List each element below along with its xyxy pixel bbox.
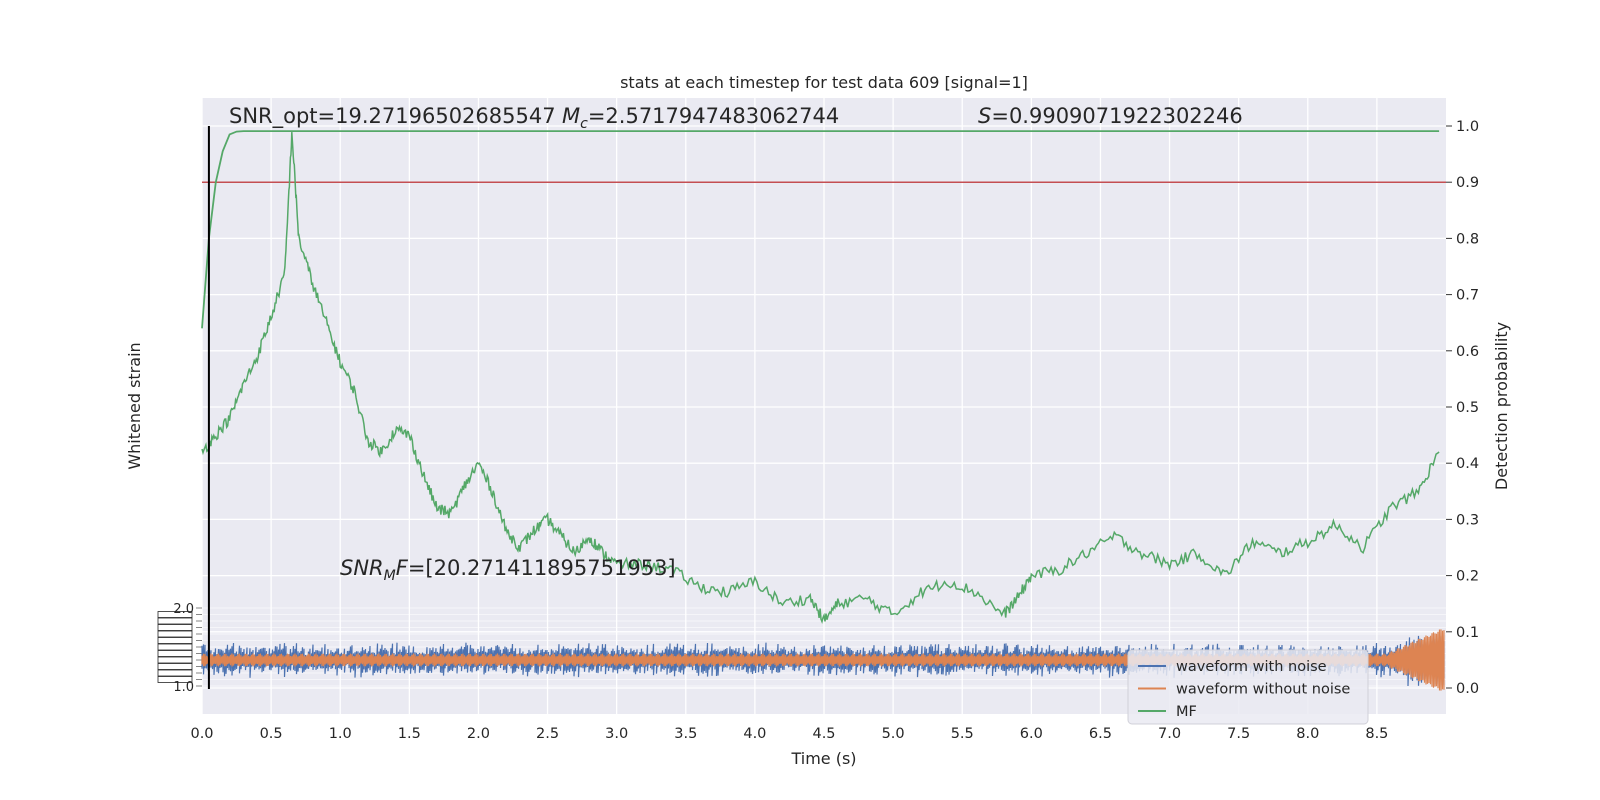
- strain-tick-label-overlap: [157, 669, 193, 677]
- chirp-mass-value: =2.5717947483062744: [588, 104, 839, 128]
- y-right-tick-label: 0.6: [1456, 344, 1479, 360]
- strain-tick-label-overlap: [157, 643, 193, 651]
- x-tick-label: 2.5: [536, 726, 559, 742]
- strain-tick-label-overlap: [157, 676, 193, 683]
- y-right-tick-label: 0.7: [1456, 288, 1479, 304]
- strain-tick-label-bottom: 1.0: [173, 680, 194, 695]
- x-tick-label: 0.5: [260, 726, 283, 742]
- detection-stat-value: =0.9909071922302246: [991, 104, 1242, 128]
- x-axis-label: Time (s): [790, 749, 856, 768]
- x-tick-label: 0.0: [190, 726, 213, 742]
- x-tick-label: 5.0: [882, 726, 905, 742]
- x-tick-label: 4.5: [812, 726, 835, 742]
- x-tick-label: 3.0: [605, 726, 628, 742]
- strain-tick-label-overlap: [157, 637, 193, 644]
- x-tick-label: 8.5: [1365, 726, 1388, 742]
- x-tick-label: 1.5: [398, 726, 421, 742]
- snr-opt-annotation: SNR_opt=19.27196502685547: [229, 104, 556, 129]
- y-left-axis-label: Whitened strain: [125, 342, 144, 469]
- y-right-tick-label: 0.9: [1456, 175, 1479, 191]
- x-tick-label: 5.5: [951, 726, 974, 742]
- chirp-mass-annotation: Mc=2.5717947483062744: [562, 104, 839, 132]
- y-right-axis-label: Detection probability: [1492, 322, 1511, 490]
- y-right-tick-label: 1.0: [1456, 119, 1479, 135]
- x-tick-label: 1.0: [329, 726, 352, 742]
- detection-stat-annotation: S=0.9909071922302246: [978, 104, 1243, 128]
- x-tick-label: 3.5: [674, 726, 697, 742]
- strain-tick-label-overlap: [157, 617, 193, 625]
- strain-tick-label-overlap: [157, 650, 193, 657]
- strain-tick-label-overlap: [157, 663, 193, 670]
- x-tick-label: 4.0: [743, 726, 766, 742]
- x-tick-label: 6.0: [1020, 726, 1043, 742]
- y-right-tick-label: 0.0: [1456, 681, 1479, 697]
- y-right-ticks: 0.0 0.1 0.2 0.3 0.4 0.5 0.6 0.7 0.8 0.9 1.0: [1446, 119, 1479, 697]
- x-ticks: 0.0 0.5 1.0 1.5 2.0 2.5 3.0 3.5 4.0 4.5 5.0 5.5 6.0 6…: [190, 726, 1388, 742]
- strain-tick-label-overlap: [157, 656, 193, 664]
- legend: waveform with noise waveform without nois…: [1127, 649, 1369, 725]
- legend-label: MF: [1176, 704, 1197, 720]
- strain-tick-label-overlap: [157, 624, 193, 631]
- y-right-tick-label: 0.2: [1456, 569, 1479, 585]
- series-mf-trace: [201, 132, 1440, 624]
- y-right-tick-label: 0.1: [1456, 625, 1479, 641]
- x-tick-label: 6.5: [1089, 726, 1112, 742]
- y-right-tick-label: 0.5: [1456, 400, 1479, 416]
- snr-mf-value: =[20.271411895751953]: [408, 556, 676, 580]
- legend-label: waveform without noise: [1176, 682, 1350, 698]
- x-tick-label: 7.5: [1227, 726, 1250, 742]
- snr-mf-annotation: SNRMF=[20.271411895751953]: [340, 556, 676, 584]
- strain-tick-label-overlap: [157, 630, 193, 638]
- strain-tick-label-top: 2.0: [173, 602, 194, 617]
- series-mf: [201, 130, 1440, 329]
- y-right-tick-label: 0.8: [1456, 231, 1479, 247]
- y-right-tick-label: 0.4: [1456, 456, 1479, 472]
- legend-label: waveform with noise: [1176, 659, 1327, 675]
- legend-box: [1127, 649, 1369, 725]
- x-tick-label: 2.0: [467, 726, 490, 742]
- strain-tick-label-overlap: [157, 611, 193, 618]
- chart-title: stats at each timestep for test data 609…: [620, 73, 1028, 92]
- x-tick-label: 7.0: [1158, 726, 1181, 742]
- y-right-tick-label: 0.3: [1456, 512, 1479, 528]
- x-tick-label: 8.0: [1296, 726, 1319, 742]
